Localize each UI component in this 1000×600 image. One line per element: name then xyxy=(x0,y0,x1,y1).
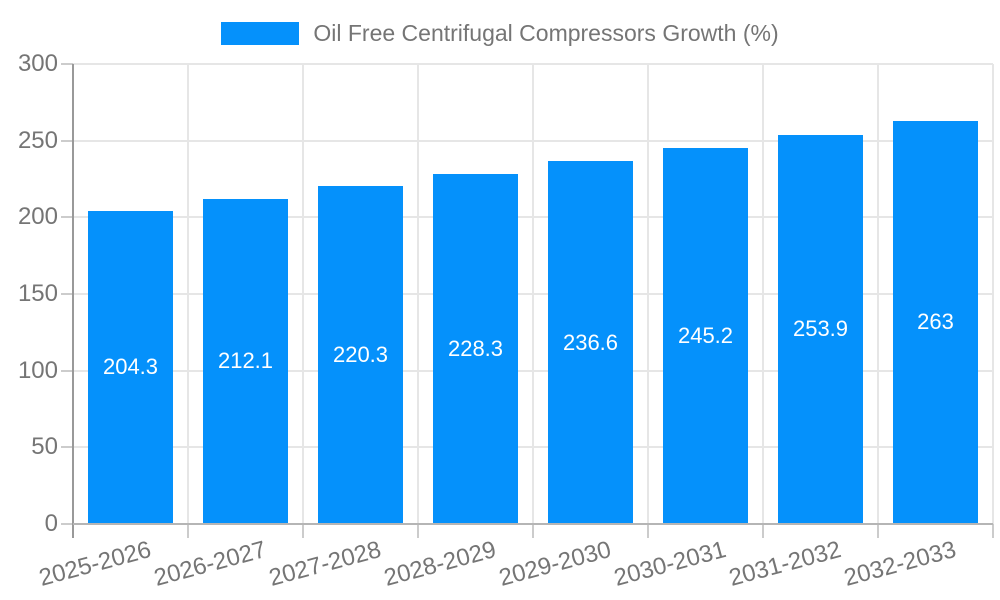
y-tick-mark xyxy=(61,216,73,219)
x-tick-mark xyxy=(417,524,419,538)
y-axis-line xyxy=(72,64,74,538)
legend[interactable]: Oil Free Centrifugal Compressors Growth … xyxy=(0,20,1000,47)
y-axis-tick-label: 0 xyxy=(44,510,58,537)
y-tick-mark xyxy=(61,293,73,295)
x-tick-mark xyxy=(532,524,534,538)
y-axis-tick-label: 150 xyxy=(17,280,58,307)
y-tick-mark xyxy=(61,523,73,525)
bar[interactable]: 204.3 xyxy=(88,210,173,524)
bar[interactable]: 220.3 xyxy=(318,186,403,524)
bar[interactable]: 228.3 xyxy=(433,173,518,524)
x-tick-mark xyxy=(187,524,189,538)
x-tick-mark xyxy=(992,524,994,538)
bar-value-label: 212.1 xyxy=(217,348,274,374)
bar-value-label: 204.3 xyxy=(102,354,159,380)
x-gridline xyxy=(302,64,304,524)
x-gridline xyxy=(187,64,189,524)
x-gridline xyxy=(992,64,994,524)
x-gridline xyxy=(877,64,879,524)
bar-value-label: 263 xyxy=(917,309,954,335)
bar[interactable]: 236.6 xyxy=(548,161,633,524)
y-axis-tick-label: 50 xyxy=(31,433,58,461)
y-axis-tick-label: 100 xyxy=(17,356,58,384)
y-tick-mark xyxy=(61,63,73,65)
bar[interactable]: 263 xyxy=(893,120,978,524)
y-tick-mark xyxy=(61,446,73,449)
bar[interactable]: 253.9 xyxy=(778,134,863,524)
x-gridline xyxy=(417,64,419,524)
x-gridline xyxy=(762,64,764,524)
legend-label: Oil Free Centrifugal Compressors Growth … xyxy=(313,20,779,46)
bar-value-label: 236.6 xyxy=(562,329,619,355)
x-tick-mark xyxy=(647,524,649,538)
bar-value-label: 253.9 xyxy=(792,316,849,342)
y-tick-mark xyxy=(61,139,73,142)
x-tick-mark xyxy=(762,524,764,538)
bar-value-label: 245.2 xyxy=(677,323,734,348)
legend-swatch xyxy=(221,22,300,45)
x-tick-mark xyxy=(877,524,879,538)
y-axis-tick-label: 200 xyxy=(17,203,58,231)
x-tick-mark xyxy=(302,524,304,538)
y-axis-tick-label: 300 xyxy=(17,50,58,77)
x-gridline xyxy=(647,64,649,524)
bar[interactable]: 245.2 xyxy=(663,148,748,524)
y-axis-tick-label: 250 xyxy=(17,126,58,154)
x-axis-line xyxy=(73,523,993,525)
bar-value-label: 228.3 xyxy=(447,335,504,361)
bar[interactable]: 212.1 xyxy=(203,198,288,524)
bar-value-label: 220.3 xyxy=(332,342,389,368)
y-tick-mark xyxy=(61,369,73,372)
x-gridline xyxy=(532,64,534,524)
